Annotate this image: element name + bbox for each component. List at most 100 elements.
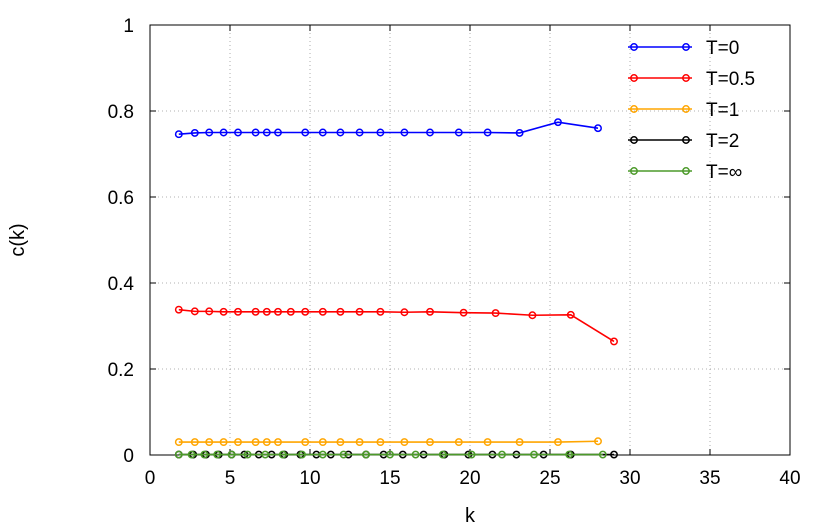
data-point <box>376 307 385 316</box>
data-point <box>610 337 618 346</box>
data-point <box>219 438 228 447</box>
legend-item: T=0 <box>628 38 739 59</box>
data-point <box>205 438 214 447</box>
series-line <box>178 308 615 343</box>
data-point <box>205 128 214 137</box>
data-point <box>174 438 183 447</box>
data-point <box>598 450 607 459</box>
data-point <box>251 438 260 447</box>
data-point <box>515 128 524 137</box>
data-point <box>594 124 602 133</box>
data-point <box>298 450 306 459</box>
x-tick-label: 10 <box>299 468 320 489</box>
x-tick-label: 15 <box>379 468 400 489</box>
data-point <box>400 308 409 317</box>
data-point <box>554 118 562 127</box>
legend-item: T=∞ <box>628 162 742 183</box>
x-tick-label: 35 <box>699 468 720 489</box>
data-point <box>190 307 199 316</box>
x-tick-label: 40 <box>779 468 800 489</box>
series-line <box>178 121 599 136</box>
data-point <box>610 450 618 459</box>
legend-marker <box>630 136 638 144</box>
legend-marker <box>682 167 690 175</box>
legend-marker <box>630 167 638 175</box>
legend-label: T=2 <box>706 131 739 152</box>
data-point <box>219 307 228 316</box>
grid <box>150 25 790 455</box>
legend-label: T=0.5 <box>706 69 755 90</box>
data-point <box>355 307 364 316</box>
data-point <box>278 450 287 459</box>
data-point <box>426 128 434 137</box>
data-point <box>200 450 209 459</box>
x-tick-label: 5 <box>225 468 236 489</box>
legend-marker <box>630 105 638 113</box>
axis-ticks: 0 5 10 15 20 25 30 35 40 0 0.2 0.4 0.6 0.8 1 <box>108 16 801 489</box>
data-point <box>301 128 310 137</box>
y-axis-label: c(k) <box>7 223 29 256</box>
data-point <box>190 128 199 137</box>
y-tick-label: 0.2 <box>108 360 134 381</box>
data-point <box>498 450 506 459</box>
data-point <box>251 307 260 316</box>
data-point <box>566 310 575 319</box>
data-point <box>318 450 327 459</box>
data-point <box>483 128 492 137</box>
data-point <box>190 438 199 447</box>
data-point <box>274 128 282 137</box>
legend-marker <box>682 74 690 82</box>
data-point <box>274 438 282 447</box>
data-point <box>234 438 242 447</box>
data-point <box>301 438 310 447</box>
data-point <box>467 450 476 459</box>
data-point <box>213 450 222 459</box>
data-point <box>262 128 271 137</box>
data-point <box>400 128 409 137</box>
data-point <box>318 307 327 316</box>
data-point <box>491 309 500 318</box>
data-point <box>227 450 236 459</box>
legend: T=0 T=0.5 T=1 T=2 T=∞ <box>628 38 755 183</box>
data-point <box>318 128 327 137</box>
y-tick-label: 0.6 <box>108 188 134 209</box>
data-point <box>205 307 214 316</box>
y-tick-label: 0 <box>123 446 134 467</box>
data-point <box>286 307 295 316</box>
data-point <box>336 438 345 447</box>
data-point <box>483 438 492 447</box>
data-point <box>174 130 183 139</box>
data-point <box>355 128 364 137</box>
data-point <box>243 450 252 459</box>
x-tick-label: 20 <box>459 468 480 489</box>
data-point <box>454 128 463 137</box>
legend-item: T=0.5 <box>628 69 755 90</box>
data-point <box>336 128 345 137</box>
legend-marker <box>682 43 690 51</box>
x-tick-label: 0 <box>145 468 156 489</box>
data-point <box>261 450 270 459</box>
data-point <box>336 307 345 316</box>
series-2 <box>174 437 602 447</box>
y-tick-label: 1 <box>123 16 134 37</box>
data-point <box>234 128 242 137</box>
data-point <box>528 311 537 320</box>
data-point <box>530 450 538 459</box>
legend-marker <box>630 43 638 51</box>
legend-label: T=1 <box>706 100 739 121</box>
data-point <box>376 128 385 137</box>
series-4 <box>174 450 607 459</box>
data-point <box>438 450 447 459</box>
data-point <box>565 450 574 459</box>
data-point <box>187 450 196 459</box>
data-point <box>411 450 420 459</box>
data-point <box>594 437 602 446</box>
data-point <box>426 438 434 447</box>
y-tick-label: 0.4 <box>108 274 135 295</box>
legend-marker <box>682 105 690 113</box>
data-point <box>262 438 271 447</box>
data-point <box>219 128 228 137</box>
legend-label: T=∞ <box>706 162 742 183</box>
data-point <box>355 438 364 447</box>
data-point <box>274 307 282 316</box>
